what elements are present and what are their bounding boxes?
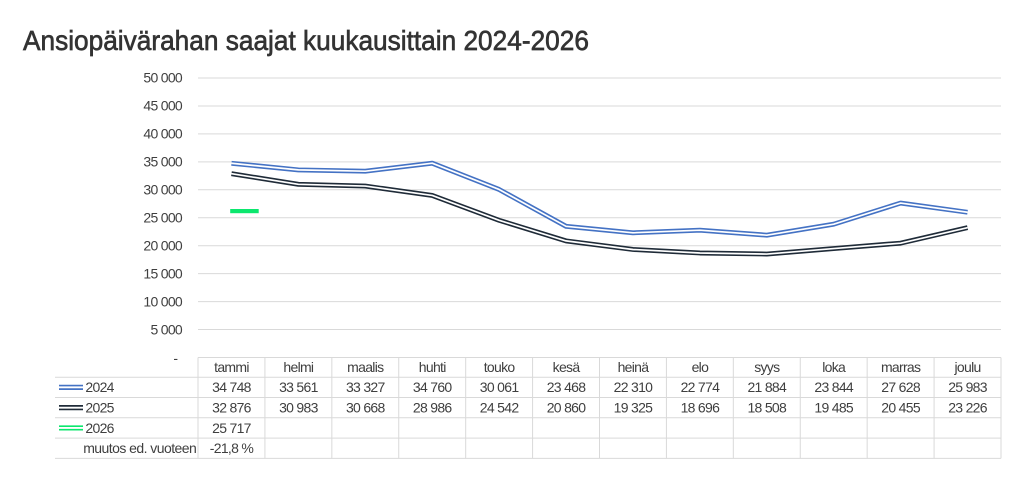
svg-text:2025: 2025 [85,399,114,415]
svg-text:-21,8 %: -21,8 % [210,440,254,456]
svg-text:2024: 2024 [85,379,114,395]
svg-text:22 310: 22 310 [614,379,654,395]
svg-text:45 000: 45 000 [143,98,183,114]
svg-text:30 668: 30 668 [346,399,386,415]
svg-text:30 000: 30 000 [143,182,183,198]
svg-text:touko: touko [484,359,516,375]
svg-text:30 983: 30 983 [279,399,319,415]
svg-text:23 468: 23 468 [547,379,587,395]
svg-text:28 986: 28 986 [413,399,453,415]
svg-text:5 000: 5 000 [150,321,182,337]
svg-text:18 508: 18 508 [747,399,787,415]
svg-text:18 696: 18 696 [681,399,721,415]
svg-text:muutos ed. vuoteen: muutos ed. vuoteen [83,440,196,456]
svg-text:33 561: 33 561 [279,379,319,395]
svg-text:syys: syys [754,359,780,375]
svg-text:20 000: 20 000 [143,237,183,253]
svg-text:kesä: kesä [553,359,581,375]
svg-text:32 876: 32 876 [212,399,252,415]
svg-text:19 325: 19 325 [614,399,654,415]
svg-text:25 717: 25 717 [212,420,252,436]
svg-text:maalis: maalis [347,359,384,375]
svg-text:10 000: 10 000 [143,293,183,309]
svg-text:heinä: heinä [618,359,650,375]
svg-text:joulu: joulu [953,359,980,375]
svg-text:25 983: 25 983 [948,379,988,395]
svg-text:20 860: 20 860 [547,399,587,415]
svg-text:35 000: 35 000 [143,154,183,170]
svg-text:24 542: 24 542 [480,399,520,415]
svg-text:34 760: 34 760 [413,379,453,395]
svg-text:elo: elo [692,359,709,375]
svg-text:27 628: 27 628 [881,379,921,395]
svg-text:33 327: 33 327 [346,379,386,395]
svg-text:19 485: 19 485 [814,399,854,415]
svg-text:22 774: 22 774 [681,379,721,395]
svg-text:huhti: huhti [419,359,446,375]
svg-text:50 000: 50 000 [143,70,183,86]
svg-text:helmi: helmi [283,359,314,375]
svg-text:2026: 2026 [85,420,114,436]
svg-text:tammi: tammi [214,359,249,375]
svg-text:20 455: 20 455 [881,399,921,415]
svg-text:34 748: 34 748 [212,379,252,395]
svg-text:40 000: 40 000 [143,126,183,142]
svg-text:21 884: 21 884 [747,379,787,395]
svg-text:loka: loka [822,359,846,375]
svg-text:marras: marras [881,359,921,375]
svg-text:23 844: 23 844 [814,379,854,395]
svg-text:23 226: 23 226 [948,399,988,415]
svg-text:15 000: 15 000 [143,265,183,281]
svg-text:30 061: 30 061 [480,379,520,395]
svg-text:25 000: 25 000 [143,209,183,225]
svg-text:-: - [173,350,178,366]
